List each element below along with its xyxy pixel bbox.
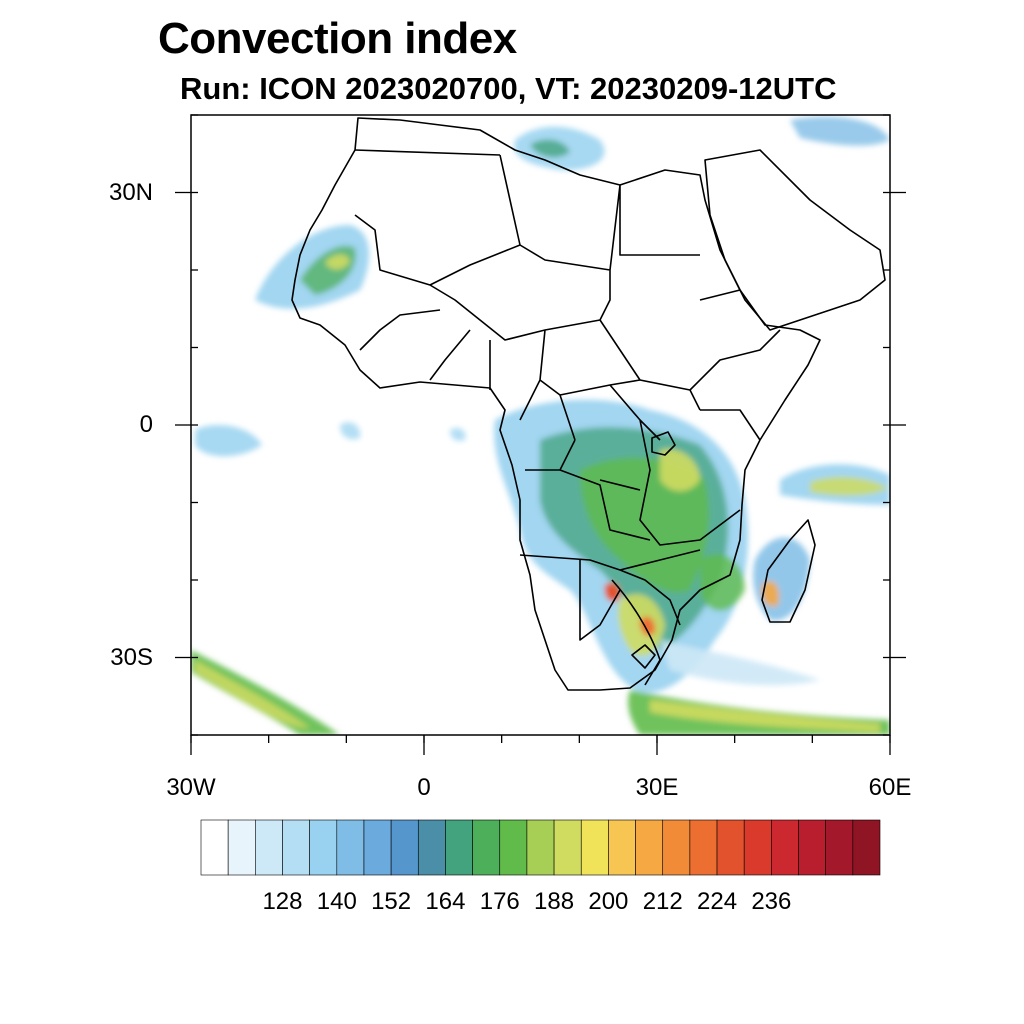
lon-tick-label: 30E	[635, 774, 679, 801]
colorbar-box	[363, 819, 392, 876]
colorbar-boxes	[200, 819, 881, 876]
colorbar-box	[309, 819, 338, 876]
colorbar-label: 224	[697, 888, 738, 915]
chart-subtitle: Run: ICON 2023020700, VT: 20230209-12UTC	[180, 71, 837, 106]
lon-tick-label: 0	[417, 774, 431, 801]
africa-coastline	[291, 117, 821, 691]
colorbar-box	[771, 819, 799, 876]
madagascar-outline	[761, 519, 816, 623]
colorbar-box	[200, 819, 229, 876]
colorbar-box	[716, 819, 745, 876]
colorbar-box	[608, 819, 636, 876]
colorbar-box	[417, 819, 446, 876]
colorbar-label: 188	[534, 888, 575, 915]
colorbar-box	[499, 819, 528, 876]
colorbar-label: 164	[425, 888, 466, 915]
colorbar-box	[282, 819, 310, 876]
lake-victoria	[651, 431, 676, 456]
colorbar-box	[255, 819, 283, 876]
colorbar-label: 152	[371, 888, 412, 915]
lat-tick-label: 30S	[110, 643, 153, 671]
colorbar-label: 128	[262, 888, 303, 915]
colorbar-box	[445, 819, 473, 876]
colorbar-box	[689, 819, 718, 876]
lesotho-outline	[631, 644, 656, 669]
colorbar-box	[553, 819, 582, 876]
colorbar-box	[743, 819, 772, 876]
lon-tick-label: 30W	[166, 774, 216, 801]
country-borders	[291, 117, 886, 691]
colorbar-box	[580, 819, 609, 876]
colorbar-box	[526, 819, 555, 876]
colorbar-box	[852, 819, 881, 876]
lat-tick-label: 30N	[108, 178, 153, 206]
colorbar-label: 200	[588, 888, 629, 915]
convection-region-mideast-north	[790, 116, 890, 146]
colorbar-box	[227, 819, 256, 876]
lat-tick-label: 0	[139, 411, 153, 438]
lon-tick-label: 60E	[868, 774, 912, 801]
colorbar-box	[336, 819, 365, 876]
colorbar-box	[472, 819, 501, 876]
map-content	[191, 116, 890, 735]
arabian-peninsula	[704, 149, 886, 331]
colorbar-label: 212	[642, 888, 683, 915]
colorbar-box	[662, 819, 691, 876]
colorbar-box	[825, 819, 854, 876]
colorbar-box	[390, 819, 419, 876]
colorbar-box	[635, 819, 664, 876]
colorbar-label: 176	[479, 888, 520, 915]
colorbar-box	[798, 819, 826, 876]
axis-ticks	[175, 114, 906, 755]
convection-region-south-atlantic-front	[191, 650, 340, 735]
chart-title: Convection index	[158, 14, 517, 63]
colorbar-label: 140	[316, 888, 357, 915]
colorbar-label: 236	[751, 888, 792, 915]
